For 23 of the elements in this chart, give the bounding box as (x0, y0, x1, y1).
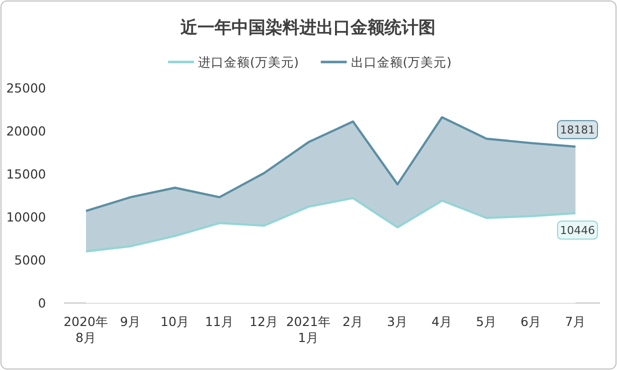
y-tick-label: 10000 (6, 210, 46, 224)
y-tick-label: 0 (38, 296, 46, 310)
title: 近一年中国染料进出口金额统计图 (180, 18, 436, 38)
x-tick-label: 2月 (342, 314, 364, 330)
x-tick-label: 10月 (160, 314, 190, 330)
x-tick-label: 2021年1月 (286, 314, 332, 346)
x-tick-label: 6月 (520, 314, 542, 330)
y-tick-label: 5000 (14, 252, 46, 268)
x-tick-label: 5月 (475, 314, 498, 330)
y-tick-label: 15000 (6, 166, 46, 182)
x-tick-label: 3月 (386, 314, 409, 330)
x-tick-label: 9月 (119, 314, 142, 330)
x-tick-label: 2020年8月 (63, 314, 109, 346)
legend-label: 出口金额(万美元) (350, 54, 452, 70)
x-tick-label: 7月 (564, 314, 587, 330)
x-tick-label: 12月 (248, 314, 280, 330)
data-label: 10446 (560, 224, 595, 238)
x-tick-label: 4月 (430, 314, 454, 330)
y-tick-label: 20000 (6, 124, 46, 138)
legend-label: 进口金额(万美元) (198, 54, 299, 70)
x-tick-label: 11月 (204, 314, 235, 330)
data-label: 18181 (560, 124, 595, 137)
y-tick-label: 25000 (6, 80, 46, 96)
